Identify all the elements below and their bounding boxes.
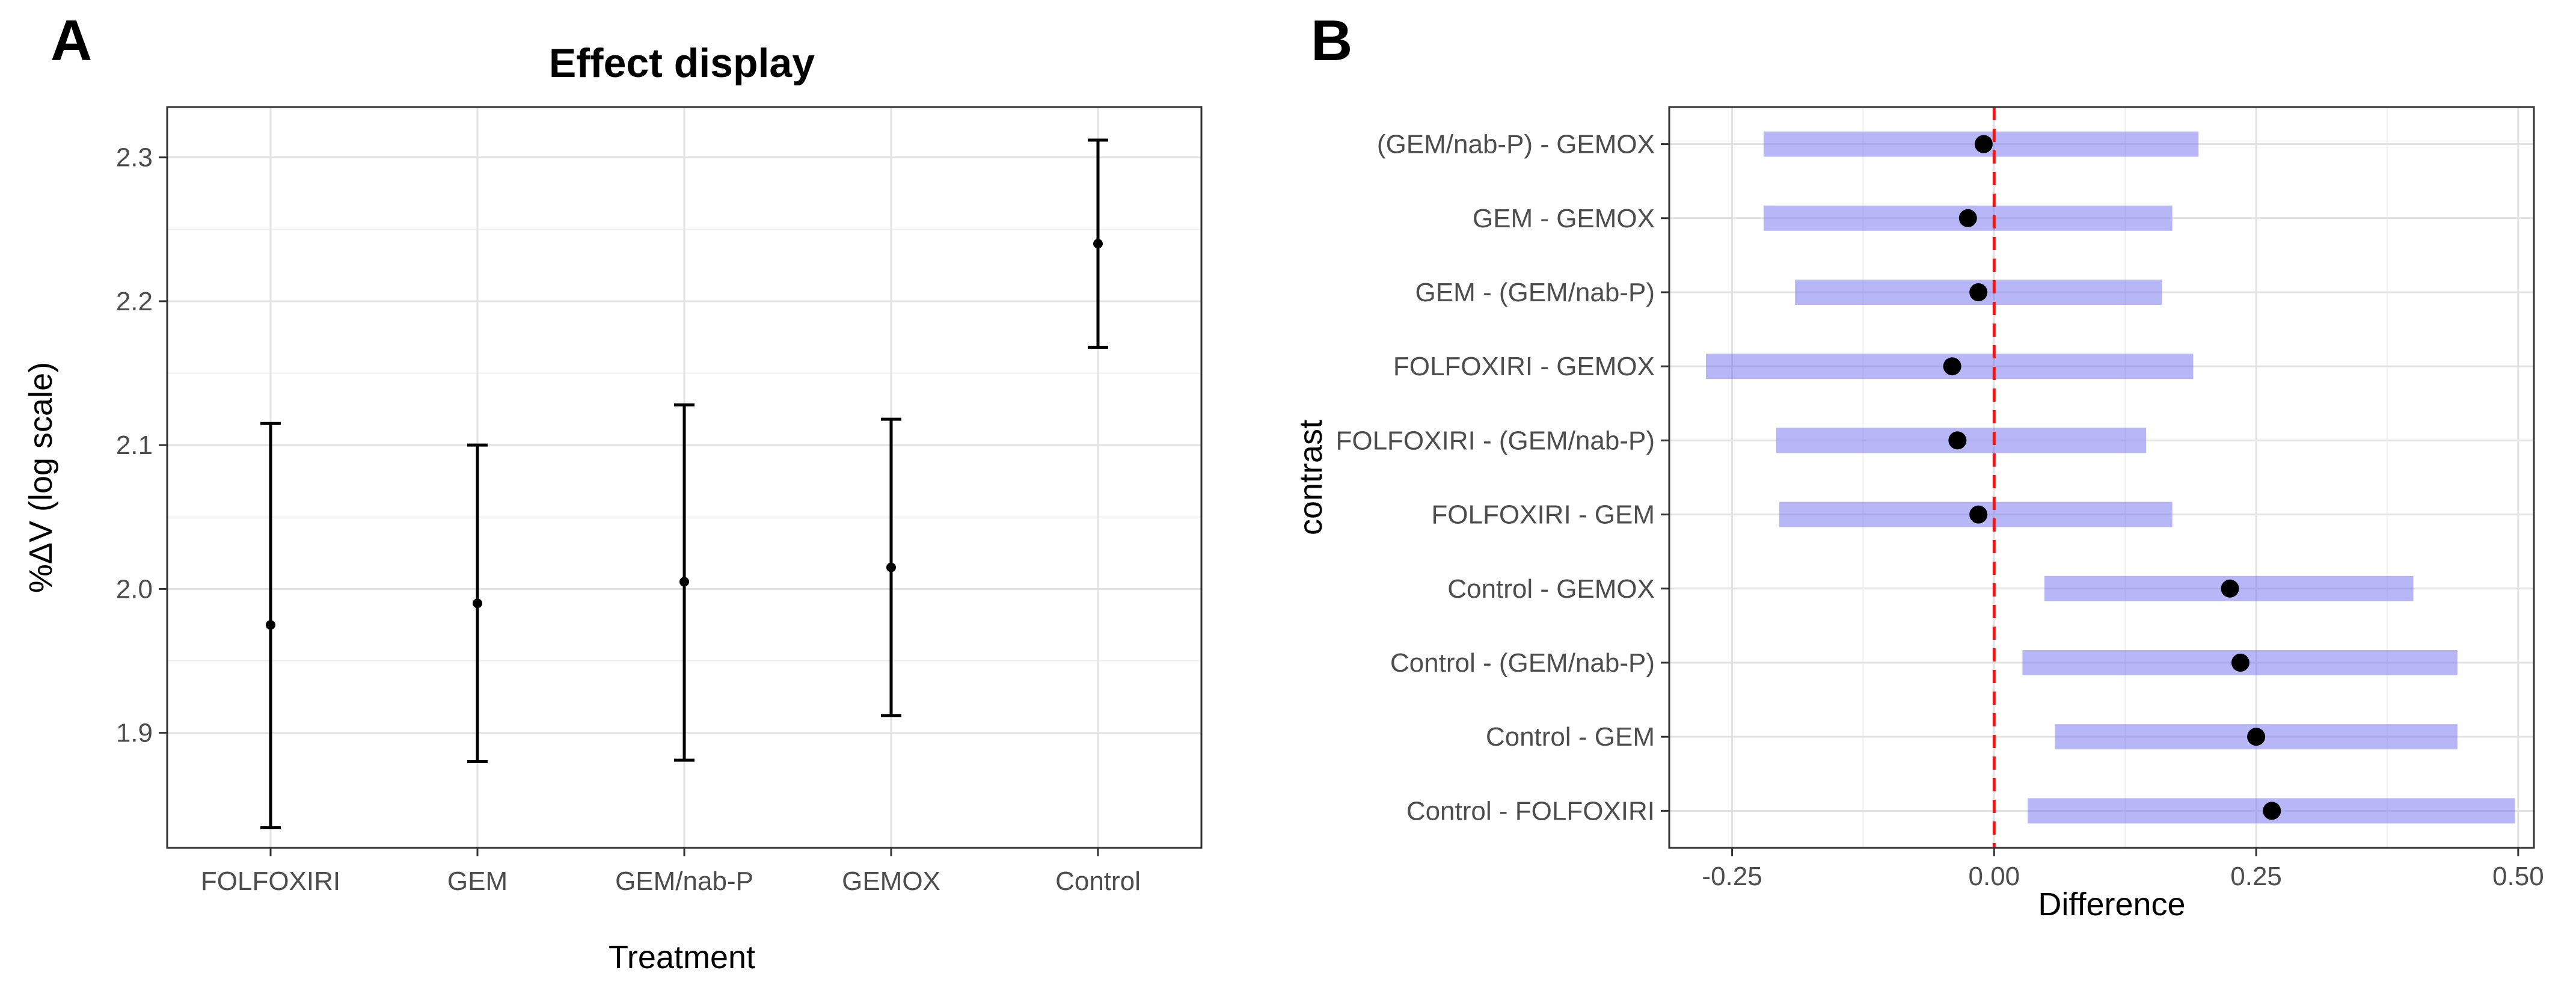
- chart-b-x-tick-label: 0.50: [2492, 862, 2544, 891]
- chart-b-x-tick-label: 0.25: [2230, 862, 2282, 891]
- chart-b-point: [2263, 802, 2281, 820]
- chart-b-point: [2231, 654, 2249, 672]
- chart-b-point: [1958, 209, 1977, 227]
- panel-a-letter: A: [51, 8, 92, 73]
- chart-a-y-tick-label: 2.1: [116, 431, 153, 460]
- chart-b-x-tick-label: 0.00: [1969, 862, 2020, 891]
- chart-a-ylabel: %ΔV (log scale): [23, 362, 59, 593]
- chart-b-marks: [1706, 107, 2515, 848]
- chart-b-y-tick-label: FOLFOXIRI - (GEM/nab-P): [1336, 426, 1655, 455]
- panel-b-letter: B: [1311, 8, 1352, 73]
- chart-b-point: [1969, 283, 1988, 301]
- chart-a-x-tick-label: GEM: [447, 867, 508, 896]
- chart-a-title: Effect display: [549, 40, 815, 86]
- chart-b-point: [1943, 357, 1961, 376]
- chart-b-ylabel: contrast: [1293, 420, 1329, 535]
- chart-a-x-tick-label: GEM/nab-P: [615, 867, 753, 896]
- chart-a-axes: 1.9 2.0 2.1 2.2 2.3 FOLFOXIRI GEM GEM/nab-P GEMO…: [116, 143, 1141, 896]
- chart-b-y-tick-label: Control - (GEM/nab-P): [1390, 648, 1655, 678]
- chart-a-x-tick-label: Control: [1055, 867, 1141, 896]
- chart-b-point: [2221, 579, 2239, 598]
- chart-b-y-tick-label: FOLFOXIRI - GEMOX: [1393, 352, 1655, 381]
- chart-a-point: [1093, 239, 1103, 249]
- chart-b-x-tick-label: -0.25: [1702, 862, 1762, 891]
- chart-b-y-tick-label: GEM - (GEM/nab-P): [1415, 278, 1655, 307]
- chart-b-point: [1974, 135, 1993, 153]
- chart-a-y-tick-label: 2.3: [116, 143, 153, 173]
- chart-b-y-tick-label: FOLFOXIRI - GEM: [1431, 500, 1655, 530]
- chart-a-point: [679, 577, 689, 587]
- chart-a-x-tick-label: GEMOX: [842, 867, 940, 896]
- chart-b-y-tick-label: GEM - GEMOX: [1473, 204, 1655, 233]
- chart-a-y-tick-label: 1.9: [116, 719, 153, 748]
- chart-a-point: [886, 562, 896, 572]
- chart-b-point: [1948, 431, 1967, 450]
- chart-a-y-tick-label: 2.0: [116, 574, 153, 604]
- chart-b-y-tick-label: Control - FOLFOXIRI: [1406, 796, 1655, 826]
- chart-a-point: [473, 598, 482, 609]
- chart-b-panel-border: [1668, 106, 2535, 849]
- chart-b-point: [1969, 505, 1988, 524]
- chart-b-y-tick-label: Control - GEMOX: [1447, 574, 1655, 604]
- chart-a-marks: [260, 138, 1108, 830]
- chart-b-xlabel: Difference: [2038, 886, 2185, 922]
- chart-b-y-tick-label: Control - GEM: [1486, 722, 1655, 752]
- chart-b-axes: -0.25 0.00 0.25 0.50 (GEM/nab-P) - GEMOX GEM …: [1336, 130, 2544, 891]
- chart-a-xlabel: Treatment: [609, 939, 755, 975]
- chart-a-point: [266, 620, 275, 630]
- chart-a-y-tick-label: 2.2: [116, 287, 153, 316]
- chart-b-point: [2247, 728, 2266, 746]
- chart-b-y-tick-label: (GEM/nab-P) - GEMOX: [1377, 130, 1655, 159]
- chart-a-x-tick-label: FOLFOXIRI: [201, 867, 340, 896]
